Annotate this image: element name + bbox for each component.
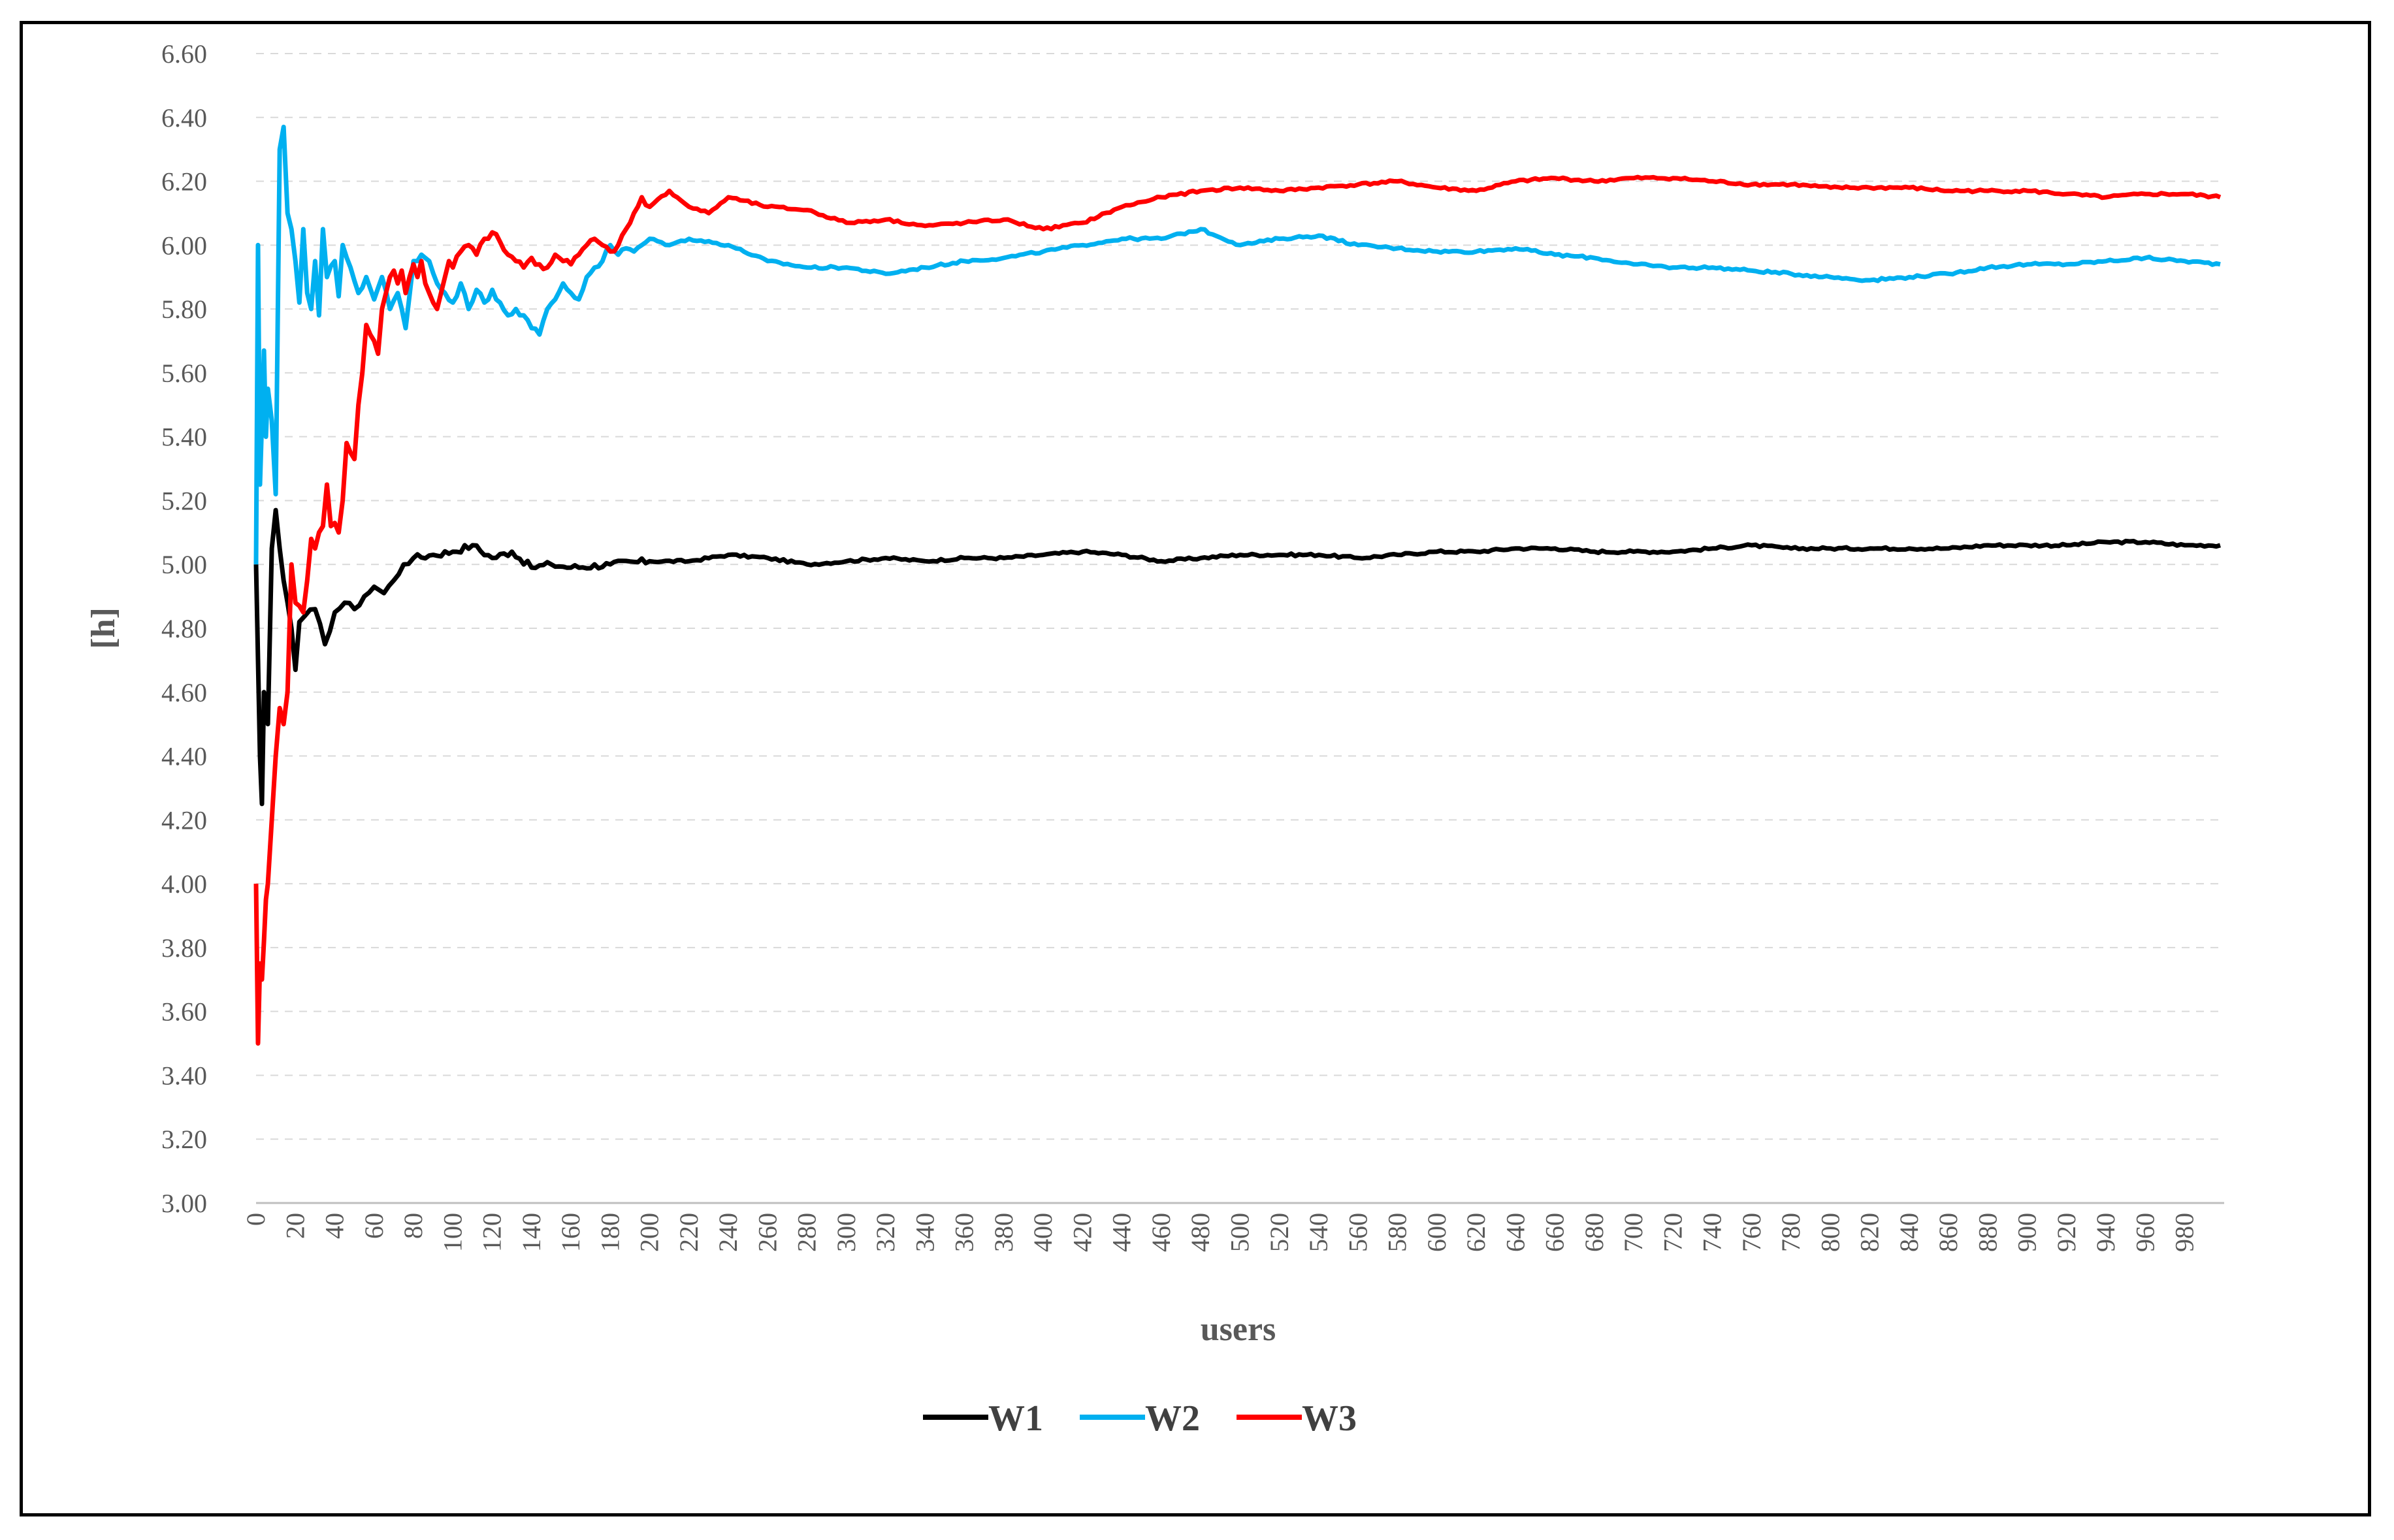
x-tick-label: 760 xyxy=(1737,1213,1766,1252)
x-tick-label: 140 xyxy=(517,1213,546,1252)
y-tick-label: 4.60 xyxy=(161,678,207,707)
x-tick-label: 180 xyxy=(595,1213,624,1252)
x-tick-label: 520 xyxy=(1265,1213,1294,1252)
y-tick-label: 4.20 xyxy=(161,805,207,835)
x-tick-label: 560 xyxy=(1343,1213,1372,1252)
x-tick-label: 980 xyxy=(2170,1213,2199,1252)
y-tick-label: 5.80 xyxy=(161,295,207,324)
x-tick-label: 900 xyxy=(2013,1213,2042,1252)
y-axis-ticks: 3.00 3.20 3.40 3.60 3.80 4.00 4.20 4.40 4.60 4.80… xyxy=(161,39,207,1218)
y-tick-label: 5.20 xyxy=(161,486,207,515)
y-tick-label: 4.40 xyxy=(161,742,207,771)
x-tick-label: 340 xyxy=(910,1213,939,1252)
chart-frame: 3.00 3.20 3.40 3.60 3.80 4.00 4.20 4.40 4.60 4.80… xyxy=(20,21,2371,1516)
y-tick-label: 6.00 xyxy=(161,231,207,260)
x-tick-label: 360 xyxy=(950,1213,979,1252)
y-tick-label: 3.00 xyxy=(161,1189,207,1218)
legend-label-w1: W1 xyxy=(988,1398,1043,1439)
x-tick-label: 800 xyxy=(1815,1213,1845,1252)
x-tick-label: 620 xyxy=(1461,1213,1491,1252)
x-tick-label: 20 xyxy=(280,1213,310,1239)
y-tick-label: 6.20 xyxy=(161,167,207,197)
legend-label-w3: W3 xyxy=(1302,1398,1357,1439)
x-tick-label: 280 xyxy=(792,1213,822,1252)
legend-label-w2: W2 xyxy=(1145,1398,1200,1439)
x-tick-label: 640 xyxy=(1500,1213,1530,1252)
x-tick-label: 160 xyxy=(556,1213,585,1252)
y-tick-label: 6.60 xyxy=(161,39,207,69)
x-tick-label: 260 xyxy=(752,1213,782,1252)
series-line-w3 xyxy=(253,174,2222,1046)
x-tick-label: 240 xyxy=(713,1213,743,1252)
x-tick-label: 700 xyxy=(1619,1213,1648,1252)
x-tick-label: 880 xyxy=(1973,1213,2002,1252)
x-tick-label: 100 xyxy=(438,1213,467,1252)
x-tick-label: 920 xyxy=(2052,1213,2081,1252)
x-tick-label: 120 xyxy=(477,1213,507,1252)
x-tick-label: 0 xyxy=(241,1213,270,1226)
x-tick-label: 400 xyxy=(1028,1213,1058,1252)
x-tick-label: 840 xyxy=(1894,1213,1924,1252)
x-tick-label: 740 xyxy=(1698,1213,1727,1252)
series-lines xyxy=(253,124,2222,1046)
x-tick-label: 860 xyxy=(1933,1213,1963,1252)
y-tick-label: 5.40 xyxy=(161,423,207,452)
series-line-w1 xyxy=(253,507,2221,807)
x-tick-label: 820 xyxy=(1855,1213,1884,1252)
y-tick-label: 4.00 xyxy=(161,869,207,899)
x-tick-label: 660 xyxy=(1540,1213,1570,1252)
x-tick-label: 300 xyxy=(832,1213,861,1252)
x-tick-label: 200 xyxy=(635,1213,664,1252)
y-tick-label: 5.00 xyxy=(161,550,207,579)
y-tick-label: 3.80 xyxy=(161,933,207,963)
series-line-w2 xyxy=(253,124,2221,565)
y-tick-label: 6.40 xyxy=(161,103,207,133)
x-tick-label: 500 xyxy=(1225,1213,1255,1252)
x-axis-ticks: 0 20 40 60 80 100 120 140 160 180 200 220 240 260 280 3… xyxy=(241,1213,2199,1252)
x-tick-label: 940 xyxy=(2091,1213,2120,1252)
x-tick-label: 480 xyxy=(1186,1213,1215,1252)
x-tick-label: 580 xyxy=(1383,1213,1412,1252)
x-tick-label: 380 xyxy=(989,1213,1018,1252)
x-tick-label: 220 xyxy=(674,1213,704,1252)
x-tick-label: 60 xyxy=(359,1213,389,1239)
line-chart: 3.00 3.20 3.40 3.60 3.80 4.00 4.20 4.40 4.60 4.80… xyxy=(85,39,2224,1439)
y-tick-label: 3.60 xyxy=(161,997,207,1027)
legend: W1 W2 W3 xyxy=(923,1398,1357,1439)
y-tick-label: 4.80 xyxy=(161,614,207,643)
y-axis-title: [h] xyxy=(85,607,122,649)
x-tick-label: 680 xyxy=(1579,1213,1609,1252)
x-tick-label: 720 xyxy=(1658,1213,1687,1252)
x-axis-title: users xyxy=(1201,1311,1276,1348)
x-tick-label: 320 xyxy=(871,1213,900,1252)
x-tick-label: 440 xyxy=(1107,1213,1137,1252)
x-tick-label: 40 xyxy=(320,1213,349,1239)
gridlines xyxy=(256,53,2224,1140)
x-tick-label: 460 xyxy=(1146,1213,1176,1252)
y-tick-label: 3.20 xyxy=(161,1125,207,1154)
x-tick-label: 960 xyxy=(2130,1213,2159,1252)
x-tick-label: 780 xyxy=(1776,1213,1805,1252)
y-tick-label: 3.40 xyxy=(161,1061,207,1090)
x-tick-label: 600 xyxy=(1422,1213,1451,1252)
y-tick-label: 5.60 xyxy=(161,359,207,388)
x-tick-label: 540 xyxy=(1304,1213,1333,1252)
x-tick-label: 80 xyxy=(398,1213,428,1239)
x-tick-label: 420 xyxy=(1067,1213,1097,1252)
